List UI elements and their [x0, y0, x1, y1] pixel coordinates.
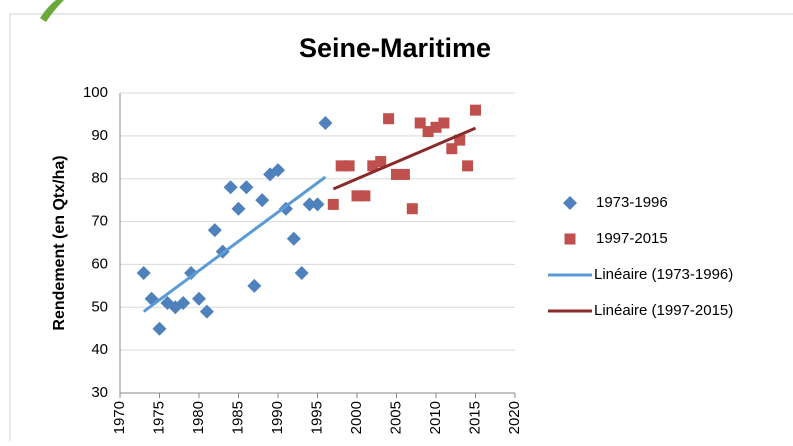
data-point [367, 160, 379, 172]
data-point [223, 180, 238, 195]
data-point [398, 168, 410, 180]
x-tick-label: 2005 [387, 401, 404, 434]
y-tick-label: 60 [91, 255, 108, 272]
data-point [136, 266, 151, 280]
data-point [454, 134, 466, 146]
data-point [294, 266, 309, 280]
data-point [310, 197, 325, 212]
y-tick-label: 90 [91, 127, 108, 144]
data-point [430, 121, 442, 133]
y-tick-label: 70 [91, 213, 108, 230]
legend-swatch [563, 196, 577, 210]
data-point [192, 291, 206, 306]
data-point [207, 223, 222, 238]
logo-fragment [40, 0, 64, 22]
data-point [255, 193, 270, 208]
data-point [247, 278, 262, 293]
data-point [391, 168, 402, 180]
data-point [302, 197, 317, 212]
legend-swatch [564, 233, 576, 245]
y-tick-label: 50 [91, 298, 108, 315]
y-tick-label: 30 [91, 384, 108, 401]
x-tick-label: 1980 [190, 401, 207, 434]
data-point [327, 198, 339, 210]
data-point [199, 304, 214, 319]
chart-title: Seine-Maritime [299, 33, 491, 63]
data-point [335, 160, 347, 172]
data-point [383, 113, 395, 125]
x-tick-label: 1990 [269, 401, 286, 434]
y-axis-label: Rendement (en Qtx/ha) [51, 155, 68, 330]
data-point [343, 160, 355, 172]
data-point [422, 126, 434, 138]
data-point [446, 143, 458, 155]
data-point [152, 321, 167, 336]
data-point [406, 203, 418, 215]
data-point [462, 160, 474, 172]
x-tick-label: 1995 [308, 401, 325, 434]
legend-label: Linéaire (1997-2015) [594, 302, 733, 319]
data-point [414, 117, 426, 129]
data-point [359, 190, 371, 202]
x-tick-label: 2000 [348, 401, 365, 434]
y-tick-label: 40 [91, 341, 108, 358]
data-point [231, 201, 246, 216]
x-tick-label: 2020 [506, 401, 523, 434]
data-point [375, 156, 387, 168]
legend-label: 1997-2015 [596, 230, 668, 247]
x-tick-label: 1975 [150, 401, 167, 434]
data-point [271, 163, 285, 178]
y-tick-label: 80 [91, 170, 108, 187]
x-tick-label: 1985 [229, 401, 246, 434]
data-point [351, 190, 363, 202]
data-point [318, 116, 333, 130]
legend-label: Linéaire (1973-1996) [594, 266, 733, 283]
data-point [286, 231, 301, 246]
chart-frame [9, 13, 793, 446]
data-point [239, 180, 254, 195]
data-point [176, 296, 191, 310]
data-point [438, 117, 450, 129]
trend-line [332, 126, 477, 191]
trend-line [142, 175, 327, 313]
data-point [470, 104, 481, 116]
data-point [184, 266, 199, 280]
x-tick-label: 2015 [466, 401, 483, 434]
x-tick-label: 1970 [111, 401, 128, 434]
legend-label: 1973-1996 [596, 194, 668, 211]
x-tick-label: 2010 [427, 401, 444, 434]
y-tick-label: 100 [83, 84, 108, 101]
